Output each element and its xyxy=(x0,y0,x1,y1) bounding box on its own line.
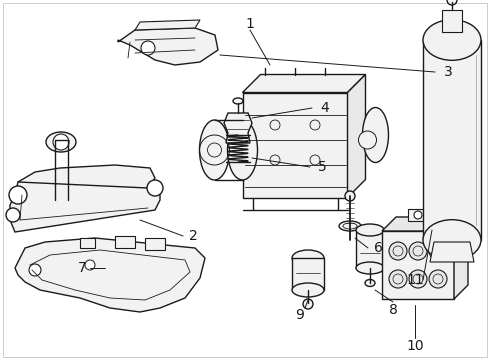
Text: 11: 11 xyxy=(406,273,424,287)
Text: 9: 9 xyxy=(295,308,304,322)
Text: 3: 3 xyxy=(443,65,452,79)
Circle shape xyxy=(310,120,320,130)
Polygon shape xyxy=(80,238,95,248)
Text: 5: 5 xyxy=(318,160,326,174)
Circle shape xyxy=(429,270,447,288)
Circle shape xyxy=(447,0,457,5)
Polygon shape xyxy=(243,75,366,93)
Text: 10: 10 xyxy=(406,339,424,353)
Circle shape xyxy=(9,186,27,204)
Polygon shape xyxy=(10,182,160,232)
Polygon shape xyxy=(442,10,462,32)
Ellipse shape xyxy=(423,220,481,260)
Circle shape xyxy=(85,260,95,270)
Bar xyxy=(356,230,384,268)
Ellipse shape xyxy=(356,224,384,236)
Circle shape xyxy=(147,180,163,196)
Polygon shape xyxy=(115,236,135,248)
Ellipse shape xyxy=(359,131,376,149)
Polygon shape xyxy=(145,238,165,250)
Ellipse shape xyxy=(292,283,324,297)
Text: 4: 4 xyxy=(320,101,329,115)
Circle shape xyxy=(310,155,320,165)
Polygon shape xyxy=(15,238,205,312)
Circle shape xyxy=(414,211,422,219)
Circle shape xyxy=(409,242,427,260)
Text: 1: 1 xyxy=(245,17,254,31)
Circle shape xyxy=(409,270,427,288)
Text: 7: 7 xyxy=(77,261,86,275)
Circle shape xyxy=(303,299,313,309)
Polygon shape xyxy=(347,75,366,198)
Circle shape xyxy=(270,120,280,130)
Ellipse shape xyxy=(363,108,389,162)
Ellipse shape xyxy=(292,250,324,266)
Circle shape xyxy=(141,41,155,55)
Polygon shape xyxy=(135,20,200,30)
Text: 6: 6 xyxy=(373,241,382,255)
Polygon shape xyxy=(430,242,474,262)
Bar xyxy=(292,258,324,290)
Circle shape xyxy=(389,242,407,260)
Circle shape xyxy=(389,270,407,288)
Ellipse shape xyxy=(339,221,361,231)
Bar xyxy=(382,231,454,299)
Ellipse shape xyxy=(423,20,481,60)
Ellipse shape xyxy=(199,120,229,180)
Bar xyxy=(408,209,428,221)
Circle shape xyxy=(270,155,280,165)
Polygon shape xyxy=(118,28,218,65)
Ellipse shape xyxy=(356,262,384,274)
Ellipse shape xyxy=(227,120,258,180)
Circle shape xyxy=(6,208,20,222)
Polygon shape xyxy=(454,217,468,299)
Text: 2: 2 xyxy=(189,229,197,243)
Polygon shape xyxy=(224,113,252,143)
Circle shape xyxy=(29,264,41,276)
Text: 8: 8 xyxy=(389,303,397,317)
Polygon shape xyxy=(18,165,155,192)
Circle shape xyxy=(345,191,355,201)
Circle shape xyxy=(53,134,69,150)
Ellipse shape xyxy=(365,279,375,287)
Ellipse shape xyxy=(233,98,243,104)
Bar xyxy=(243,93,347,198)
Ellipse shape xyxy=(46,132,76,152)
Polygon shape xyxy=(382,217,468,231)
Bar xyxy=(423,40,481,240)
Circle shape xyxy=(429,242,447,260)
